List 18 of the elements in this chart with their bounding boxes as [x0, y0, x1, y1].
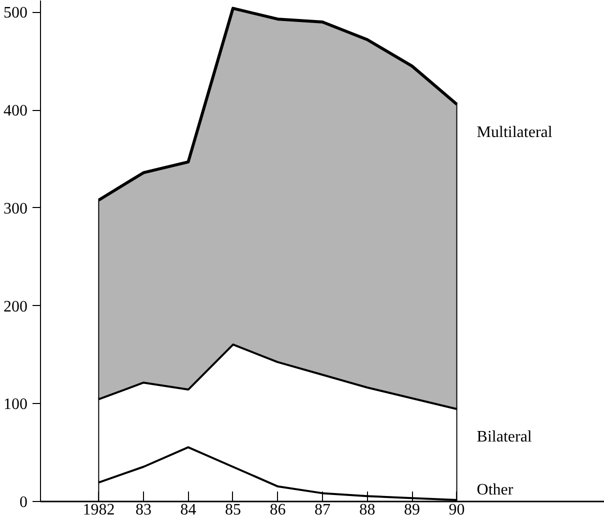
x-tick-label: 85	[224, 502, 241, 518]
x-tick-label: 1982	[82, 502, 115, 518]
series-label: Other	[476, 482, 514, 499]
y-tick-label: 200	[4, 298, 28, 316]
y-tick-label: 400	[4, 102, 28, 120]
series-label: Bilateral	[476, 428, 532, 446]
y-tick-label: 0	[20, 494, 28, 511]
y-tick-label: 500	[4, 4, 28, 22]
x-tick-label: 88	[359, 502, 376, 518]
series-label: Multilateral	[476, 124, 553, 142]
x-tick-label: 90	[448, 502, 465, 518]
y-tick-label: 300	[4, 200, 28, 218]
x-tick-label: 87	[314, 502, 330, 518]
x-tick-label: 86	[270, 502, 286, 518]
x-tick-label: 89	[404, 502, 420, 518]
x-tick-label: 84	[180, 502, 196, 518]
x-tick-label: 83	[135, 502, 152, 518]
y-tick-label: 100	[4, 396, 28, 414]
